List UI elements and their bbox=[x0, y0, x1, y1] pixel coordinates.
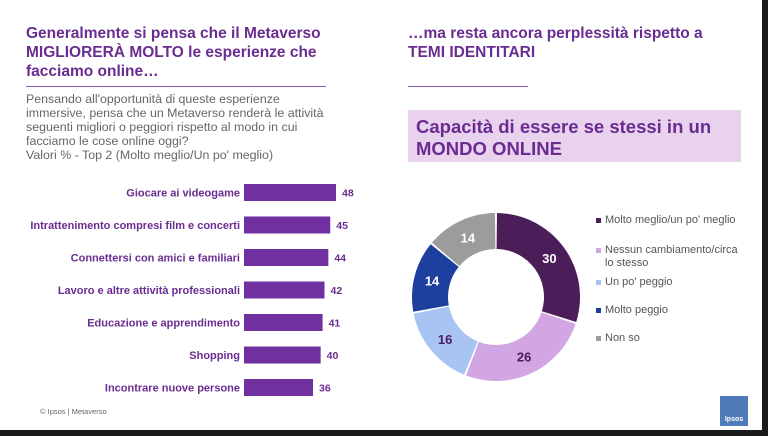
bar bbox=[244, 184, 336, 201]
legend-label: Molto peggio bbox=[605, 304, 668, 316]
legend-label: Molto meglio/un po' meglio bbox=[605, 214, 736, 226]
legend-swatch bbox=[596, 248, 601, 253]
bar bbox=[244, 249, 329, 266]
bar-category-label: Lavoro e altre attività professionali bbox=[58, 285, 240, 297]
legend-item: Non so bbox=[596, 332, 746, 345]
bar bbox=[244, 379, 313, 396]
donut-value-label: 26 bbox=[517, 350, 531, 365]
bar-category-label: Incontrare nuove persone bbox=[105, 383, 240, 395]
legend-item: Molto meglio/un po' meglio bbox=[596, 214, 746, 227]
donut-title: Capacità di essere se stessi in un MONDO… bbox=[416, 116, 712, 159]
bar-value-label: 41 bbox=[329, 318, 341, 330]
donut-slice bbox=[496, 213, 580, 322]
legend-label: Nessun cambiamento/circa lo stesso bbox=[605, 244, 738, 269]
question-text: Pensando all'opportunità di queste esper… bbox=[26, 92, 324, 148]
donut-slice bbox=[466, 312, 576, 381]
left-divider bbox=[26, 86, 326, 87]
survey-question: Pensando all'opportunità di queste esper… bbox=[26, 92, 326, 162]
legend-swatch bbox=[596, 280, 601, 285]
bar bbox=[244, 314, 323, 331]
right-title: …ma resta ancora perplessità rispetto a … bbox=[408, 25, 703, 61]
bar-category-label: Intrattenimento compresi film e concerti bbox=[30, 220, 240, 232]
legend-swatch bbox=[596, 336, 601, 341]
donut-value-label: 14 bbox=[425, 274, 440, 289]
legend-swatch bbox=[596, 218, 601, 223]
bar-category-label: Educazione e apprendimento bbox=[87, 318, 240, 330]
bar bbox=[244, 216, 331, 234]
bar-value-label: 48 bbox=[342, 188, 354, 200]
bar-category-label: Shopping bbox=[189, 350, 240, 362]
legend-label: Un po' peggio bbox=[605, 276, 673, 288]
bar-value-label: 45 bbox=[336, 220, 348, 232]
donut-value-label: 30 bbox=[542, 251, 556, 266]
bar-value-label: 44 bbox=[334, 253, 346, 265]
legend-label: Non so bbox=[605, 332, 640, 344]
donut-title-band: Capacità di essere se stessi in un MONDO… bbox=[408, 110, 741, 162]
legend-swatch bbox=[596, 308, 601, 313]
bar bbox=[244, 346, 321, 364]
legend-item: Nessun cambiamento/circa lo stesso bbox=[596, 244, 746, 270]
bar-chart: Giocare ai videogame 48 Intrattenimento co… bbox=[30, 184, 354, 396]
donut-slice bbox=[431, 213, 496, 266]
donut-slice bbox=[413, 306, 478, 375]
ipsos-logo: Ipsos bbox=[720, 396, 748, 426]
bar bbox=[244, 281, 325, 299]
logo-text: Ipsos bbox=[724, 416, 744, 423]
donut-slice bbox=[412, 244, 459, 312]
legend-item: Molto peggio bbox=[596, 304, 746, 317]
donut-chart: 30 26 16 14 14 bbox=[412, 213, 580, 381]
bar-category-label: Connettersi con amici e familiari bbox=[71, 253, 240, 265]
bar-value-label: 40 bbox=[327, 350, 339, 362]
footer-copyright: © Ipsos | Metaverso bbox=[40, 407, 107, 416]
left-title: Generalmente si pensa che il Metaverso M… bbox=[26, 25, 321, 80]
values-note: Valori % - Top 2 (Molto meglio/Un po' me… bbox=[26, 148, 274, 162]
bar-category-label: Giocare ai videogame bbox=[126, 188, 240, 200]
donut-value-label: 14 bbox=[461, 230, 476, 245]
donut-value-label: 16 bbox=[438, 332, 452, 347]
bar-value-label: 42 bbox=[331, 285, 343, 297]
legend-item: Un po' peggio bbox=[596, 276, 746, 289]
right-divider bbox=[408, 86, 528, 87]
bar-value-label: 36 bbox=[319, 383, 331, 395]
